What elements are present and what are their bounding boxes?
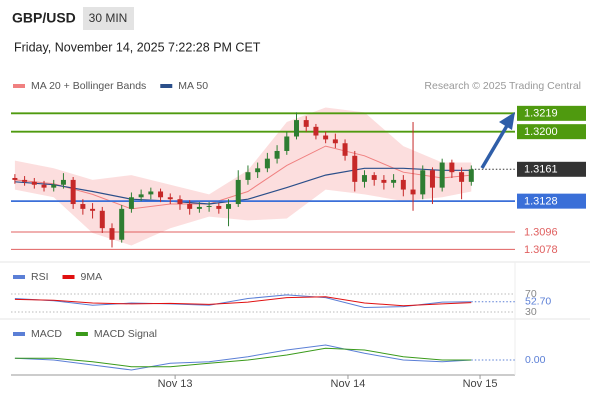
candle-body (449, 162, 455, 173)
candle-body (391, 179, 397, 183)
candle-body (361, 175, 367, 182)
level-label: 1.3078 (524, 244, 558, 256)
candle-body (206, 205, 212, 207)
rsi-line (14, 296, 472, 307)
candle-body (167, 197, 173, 200)
legend-swatch (13, 332, 25, 336)
legend-label: 9MA (81, 271, 103, 283)
macd-line (14, 344, 472, 371)
candle-body (70, 179, 76, 205)
x-tick-label: Nov 14 (331, 378, 366, 390)
x-tick-label: Nov 13 (158, 378, 193, 390)
candle-body (323, 135, 329, 140)
legend-label: MACD (31, 328, 62, 340)
candle-body (439, 162, 445, 188)
datetime: Friday, November 14, 2025 7:22:28 PM CET (14, 40, 261, 54)
interval-box (83, 7, 134, 30)
level-label: 1.3200 (524, 126, 558, 138)
arrow-head (499, 112, 515, 130)
level-box (517, 105, 586, 121)
candle-body (119, 208, 125, 240)
level-box (517, 193, 586, 209)
interval: 30 MIN (89, 11, 128, 25)
candle-body (216, 205, 222, 209)
legend-swatch (75, 332, 88, 336)
candle-body (420, 170, 426, 195)
legend-swatch (13, 275, 25, 279)
candle-body (381, 179, 387, 183)
bollinger-band (14, 107, 472, 246)
legend-label: MACD Signal (94, 328, 157, 340)
plot: 1.3219 1.3200 1.3161 1.3128 1.3096 1.3078 MA 2… (11, 80, 586, 390)
candle-body (303, 120, 309, 127)
candle-body (109, 228, 115, 240)
legend-swatch (160, 84, 173, 88)
candle-body (41, 184, 47, 188)
candle-body (196, 206, 202, 209)
candle-body (294, 120, 300, 137)
candle-body (284, 136, 290, 151)
candle-body (31, 181, 37, 185)
candle-body (313, 126, 319, 136)
candle-body (148, 191, 154, 195)
candle-body (245, 172, 251, 180)
candle-body (332, 139, 338, 144)
candle-body (429, 170, 435, 188)
candle-body (22, 179, 28, 182)
legend-label: MA 50 (178, 80, 208, 92)
candle-body (138, 194, 144, 198)
symbol: GBP/USD (12, 10, 76, 26)
candle-body (410, 189, 416, 195)
candle-body (468, 169, 474, 182)
legend-swatch (13, 84, 25, 88)
level-box (517, 124, 586, 140)
macd-tick-label: 0.00 (525, 354, 546, 366)
candle-body (90, 208, 96, 211)
candle-body (342, 143, 348, 156)
candle-body (459, 172, 465, 182)
candle-body (99, 210, 105, 229)
legend-label: RSI (31, 271, 49, 283)
rsi-line (14, 294, 472, 309)
candle-body (12, 177, 18, 180)
rsi-tick-label: 30 (525, 306, 537, 318)
level-label: 1.3219 (524, 108, 558, 120)
candle-body (352, 155, 358, 182)
level-label: 1.3128 (524, 196, 558, 208)
rsi-current-label: 52.70 (525, 296, 551, 308)
level-box (517, 161, 586, 177)
candle-body (187, 204, 193, 209)
macd-line (14, 347, 472, 368)
x-tick-label: Nov 15 (463, 378, 498, 390)
candle-body (60, 179, 66, 185)
candle-body (400, 179, 406, 190)
candle-body (128, 197, 134, 209)
level-label: 1.3161 (524, 164, 558, 176)
candle-body (371, 175, 377, 180)
candle-body (274, 150, 280, 159)
legend-swatch (62, 275, 75, 279)
candle-body (255, 168, 261, 173)
level-label: 1.3096 (524, 226, 558, 238)
candle-body (264, 158, 270, 169)
candle-body (235, 179, 241, 205)
forecast-arrow (480, 123, 510, 169)
candle-body (51, 184, 57, 188)
legend-label: MA 20 + Bollinger Bands (31, 80, 146, 92)
rsi-tick-label: 70 (525, 288, 537, 300)
moving-average (14, 167, 472, 205)
moving-average (14, 145, 472, 210)
copyright: Research © 2025 Trading Central (424, 80, 581, 92)
candle-body (177, 199, 183, 205)
candle-body (158, 191, 164, 198)
candle-body (226, 204, 232, 209)
candle-body (80, 204, 86, 209)
